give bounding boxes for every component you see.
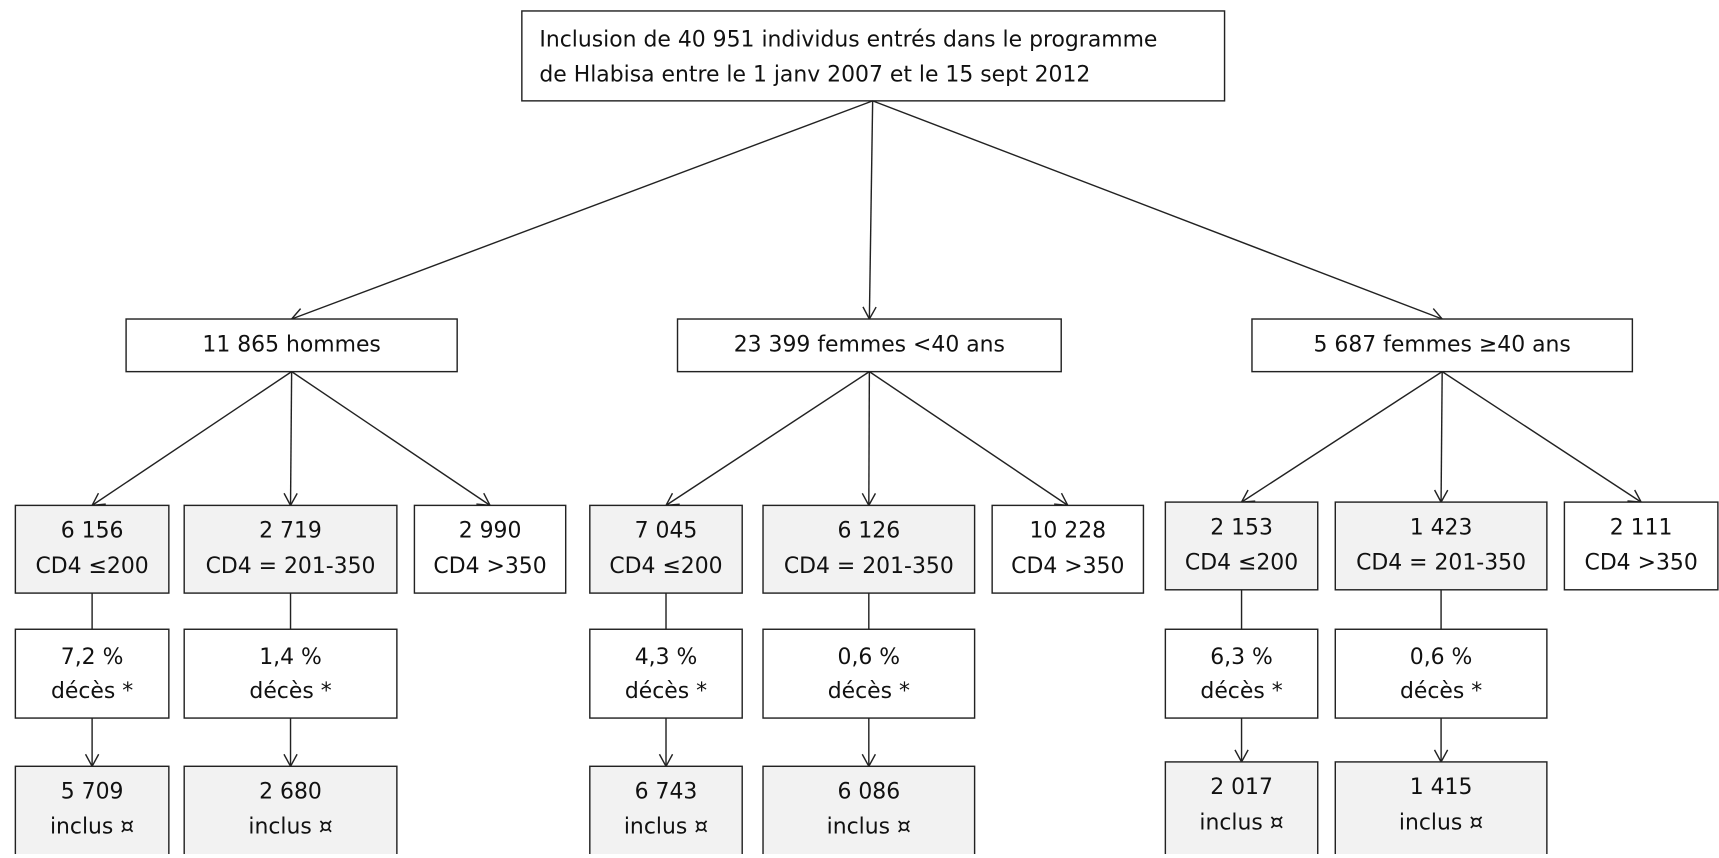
stratum-cd4: CD4 = 201-350 [1356, 550, 1526, 575]
arrow [872, 100, 1444, 322]
deaths-value: 4,3 % [635, 645, 698, 670]
deaths-value: 1,4 % [259, 645, 322, 670]
included-label: inclus ¤ [50, 815, 134, 840]
stratum-box [1563, 501, 1719, 591]
stratum-cd4: CD4 ≤200 [1185, 550, 1298, 575]
arrow [861, 371, 877, 507]
stratum-cd4: CD4 = 201-350 [784, 554, 954, 579]
stratum-count: 10 228 [1029, 519, 1106, 544]
deaths-value: 0,6 % [838, 645, 901, 670]
included-count: 2 017 [1210, 775, 1273, 800]
included-label: inclus ¤ [1199, 810, 1283, 835]
arrow [283, 371, 298, 507]
arrow [1433, 371, 1449, 504]
included-count: 5 709 [61, 780, 124, 805]
deaths-box [589, 628, 743, 719]
deaths-box [1164, 628, 1319, 719]
stratum-box [413, 504, 567, 594]
stratum-box [589, 504, 743, 594]
stratum-cd4: CD4 >350 [1011, 554, 1124, 579]
deaths-box [14, 628, 170, 719]
stratum-box [183, 504, 398, 594]
included-label: inclus ¤ [1399, 810, 1483, 835]
arrow [291, 371, 492, 507]
arrow [664, 371, 870, 507]
group-label: 11 865 hommes [202, 332, 380, 357]
included-box [762, 765, 976, 858]
arrow [862, 100, 877, 321]
deaths-value: 7,2 % [61, 645, 124, 670]
group-box [1251, 318, 1634, 373]
arrow [1240, 371, 1443, 503]
deaths-label: décès * [249, 679, 331, 704]
arrow [1441, 371, 1643, 503]
group-label: 23 399 femmes <40 ans [734, 332, 1005, 357]
included-count: 2 680 [259, 780, 322, 805]
deaths-label: décès * [828, 679, 910, 704]
group-box [125, 318, 458, 373]
included-box [1334, 761, 1548, 858]
stratum-box [991, 504, 1145, 594]
included-count: 6 743 [635, 780, 698, 805]
deaths-label: décès * [625, 679, 707, 704]
stratum-count: 6 156 [61, 519, 124, 544]
included-label: inclus ¤ [248, 815, 332, 840]
deaths-value: 0,6 % [1410, 645, 1473, 670]
stratum-box [762, 504, 976, 594]
stratum-box [1334, 501, 1548, 591]
included-label: inclus ¤ [624, 815, 708, 840]
stratum-count: 1 423 [1410, 515, 1473, 540]
stratum-count: 2 153 [1210, 515, 1273, 540]
included-count: 1 415 [1410, 775, 1473, 800]
stratum-box [14, 504, 170, 594]
included-count: 6 086 [837, 780, 900, 805]
stratum-cd4: CD4 ≤200 [35, 554, 148, 579]
arrow [290, 100, 873, 322]
arrow [90, 371, 293, 507]
deaths-box [762, 628, 976, 719]
stratum-cd4: CD4 >350 [1585, 550, 1698, 575]
deaths-label: décès * [1200, 679, 1282, 704]
included-box [14, 765, 170, 858]
group-label: 5 687 femmes ≥40 ans [1314, 332, 1571, 357]
deaths-value: 6,3 % [1210, 645, 1273, 670]
root-line: de Hlabisa entre le 1 janv 2007 et le 15… [539, 63, 1090, 88]
stratum-cd4: CD4 = 201-350 [206, 554, 376, 579]
stratum-cd4: CD4 >350 [433, 554, 546, 579]
included-box [1164, 761, 1319, 858]
included-label: inclus ¤ [827, 815, 911, 840]
included-box [589, 765, 743, 858]
stratum-box [1164, 501, 1319, 591]
deaths-label: décès * [1400, 679, 1482, 704]
arrow [868, 371, 1070, 507]
stratum-count: 6 126 [837, 519, 900, 544]
deaths-label: décès * [51, 679, 133, 704]
stratum-count: 7 045 [635, 519, 698, 544]
stratum-count: 2 111 [1610, 515, 1673, 540]
stratum-cd4: CD4 ≤200 [609, 554, 722, 579]
deaths-box [1334, 628, 1548, 719]
stratum-count: 2 719 [259, 519, 322, 544]
root-box [521, 10, 1226, 102]
included-box [183, 765, 398, 858]
deaths-box [183, 628, 398, 719]
root-line: Inclusion de 40 951 individus entrés dan… [539, 28, 1157, 53]
stratum-count: 2 990 [459, 519, 522, 544]
